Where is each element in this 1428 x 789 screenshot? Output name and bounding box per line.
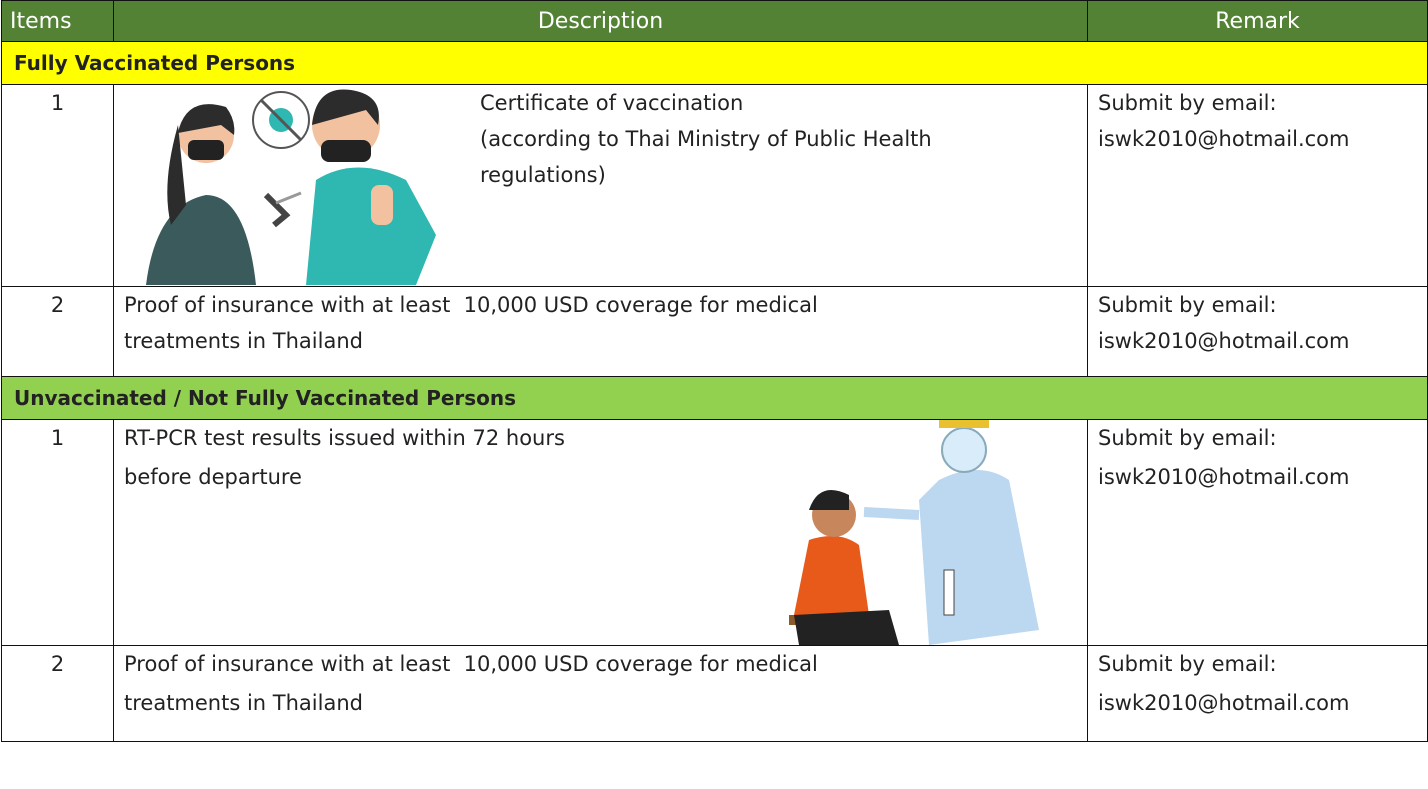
remark-cell: Submit by email: iswk2010@hotmail.com	[1087, 286, 1428, 377]
remark-cell: Submit by email: iswk2010@hotmail.com	[1087, 419, 1428, 646]
row: 2 Proof of insurance with at least 10,00…	[1, 286, 1428, 377]
text-line: treatments in Thailand	[124, 691, 363, 715]
header-cell: Items	[1, 0, 114, 42]
text-line: RT-PCR test results issued within 72 hou…	[124, 426, 565, 450]
text-line: Submit by email:	[1098, 293, 1277, 317]
header-row: Items Description Remark	[1, 0, 1428, 42]
item-number: 1	[1, 84, 114, 287]
row: 1 RT-PCR test results issued within 72 h…	[1, 419, 1428, 646]
section-row: Fully Vaccinated Persons	[1, 41, 1428, 85]
row: 2 Proof of insurance with at least 10,00…	[1, 645, 1428, 742]
row: 1 Certificate of vacci	[1, 84, 1428, 287]
vaccination-illustration	[126, 85, 466, 285]
text-line: Submit by email:	[1098, 652, 1277, 676]
description-cell: RT-PCR test results issued within 72 hou…	[113, 419, 1088, 646]
remark-cell: Submit by email: iswk2010@hotmail.com	[1087, 84, 1428, 287]
item-number: 2	[1, 645, 114, 742]
description-cell: Proof of insurance with at least 10,000 …	[113, 645, 1088, 742]
description-text: Certificate of vaccination (according to…	[480, 85, 1077, 193]
text-line: iswk2010@hotmail.com	[1098, 691, 1350, 715]
text-line: Certificate of vaccination	[480, 91, 744, 115]
text-line: Submit by email:	[1098, 426, 1277, 450]
item-number: 2	[1, 286, 114, 377]
text-line: iswk2010@hotmail.com	[1098, 329, 1350, 353]
text-line: treatments in Thailand	[124, 329, 363, 353]
header-cell: Remark	[1087, 0, 1428, 42]
test-illustration	[789, 420, 1039, 645]
text-line: Proof of insurance with at least 10,000 …	[124, 652, 818, 676]
text-line: regulations)	[480, 163, 606, 187]
text-line: iswk2010@hotmail.com	[1098, 127, 1350, 151]
text-line: (according to Thai Ministry of Public He…	[480, 127, 932, 151]
description-cell: Certificate of vaccination (according to…	[113, 84, 1088, 287]
text-line: Submit by email:	[1098, 91, 1277, 115]
header-cell: Description	[113, 0, 1088, 42]
remark-cell: Submit by email: iswk2010@hotmail.com	[1087, 645, 1428, 742]
item-number: 1	[1, 419, 114, 646]
section-row: Unvaccinated / Not Fully Vaccinated Pers…	[1, 376, 1428, 420]
text-line: Proof of insurance with at least 10,000 …	[124, 293, 818, 317]
section-title: Unvaccinated / Not Fully Vaccinated Pers…	[1, 376, 1428, 420]
description-cell: Proof of insurance with at least 10,000 …	[113, 286, 1088, 377]
requirements-table: Items Description Remark Fully Vaccinate…	[1, 0, 1428, 742]
text-line: iswk2010@hotmail.com	[1098, 465, 1350, 489]
text-line: before departure	[124, 465, 302, 489]
section-title: Fully Vaccinated Persons	[1, 41, 1428, 85]
